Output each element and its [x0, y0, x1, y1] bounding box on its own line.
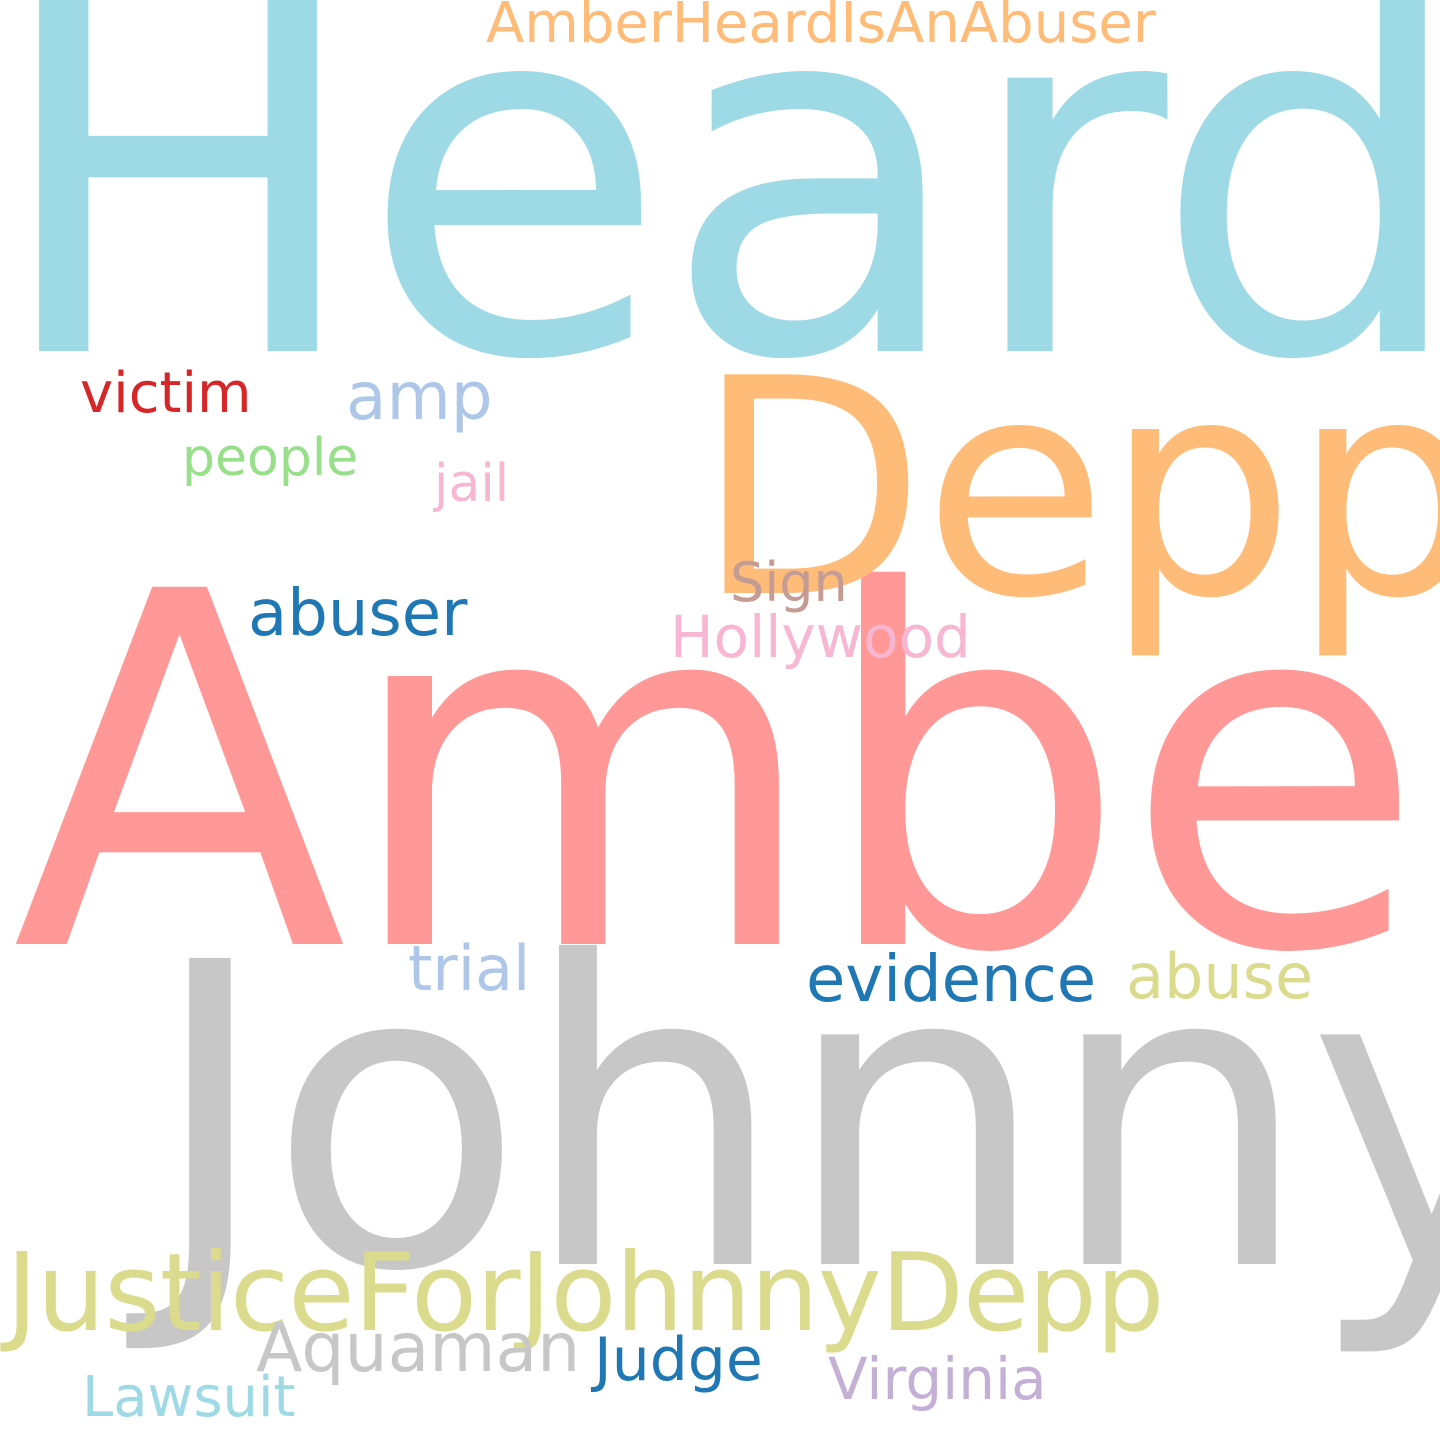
word-johnny: Johnny [148, 875, 1440, 1364]
word-amp: amp [346, 358, 493, 435]
word-judge: Judge [594, 1325, 763, 1395]
word-heard: Heard [0, 0, 1440, 469]
word-aquaman: Aquaman [256, 1309, 581, 1388]
word-evidence: evidence [806, 943, 1097, 1017]
word-sign: Sign [730, 551, 848, 614]
word-lawsuit: Lawsuit [82, 1365, 296, 1430]
word-depp: Depp [695, 315, 1440, 664]
word-trial: trial [408, 932, 531, 1005]
word-justiceforjohnnydepp: JusticeForJohnnyDepp [6, 1231, 1164, 1356]
word-amberheardisanabuser: AmberHeardIsAnAbuser [486, 0, 1156, 56]
word-victim: victim [80, 361, 252, 426]
word-amber: Amber [12, 489, 1440, 1060]
word-jail: jail [434, 454, 510, 514]
word-abuse: abuse [1126, 940, 1314, 1013]
word-people: people [182, 428, 359, 488]
word-virginia: Virginia [828, 1345, 1047, 1413]
word-abuser: abuser [248, 577, 468, 651]
word-hollywood: Hollywood [670, 603, 971, 671]
